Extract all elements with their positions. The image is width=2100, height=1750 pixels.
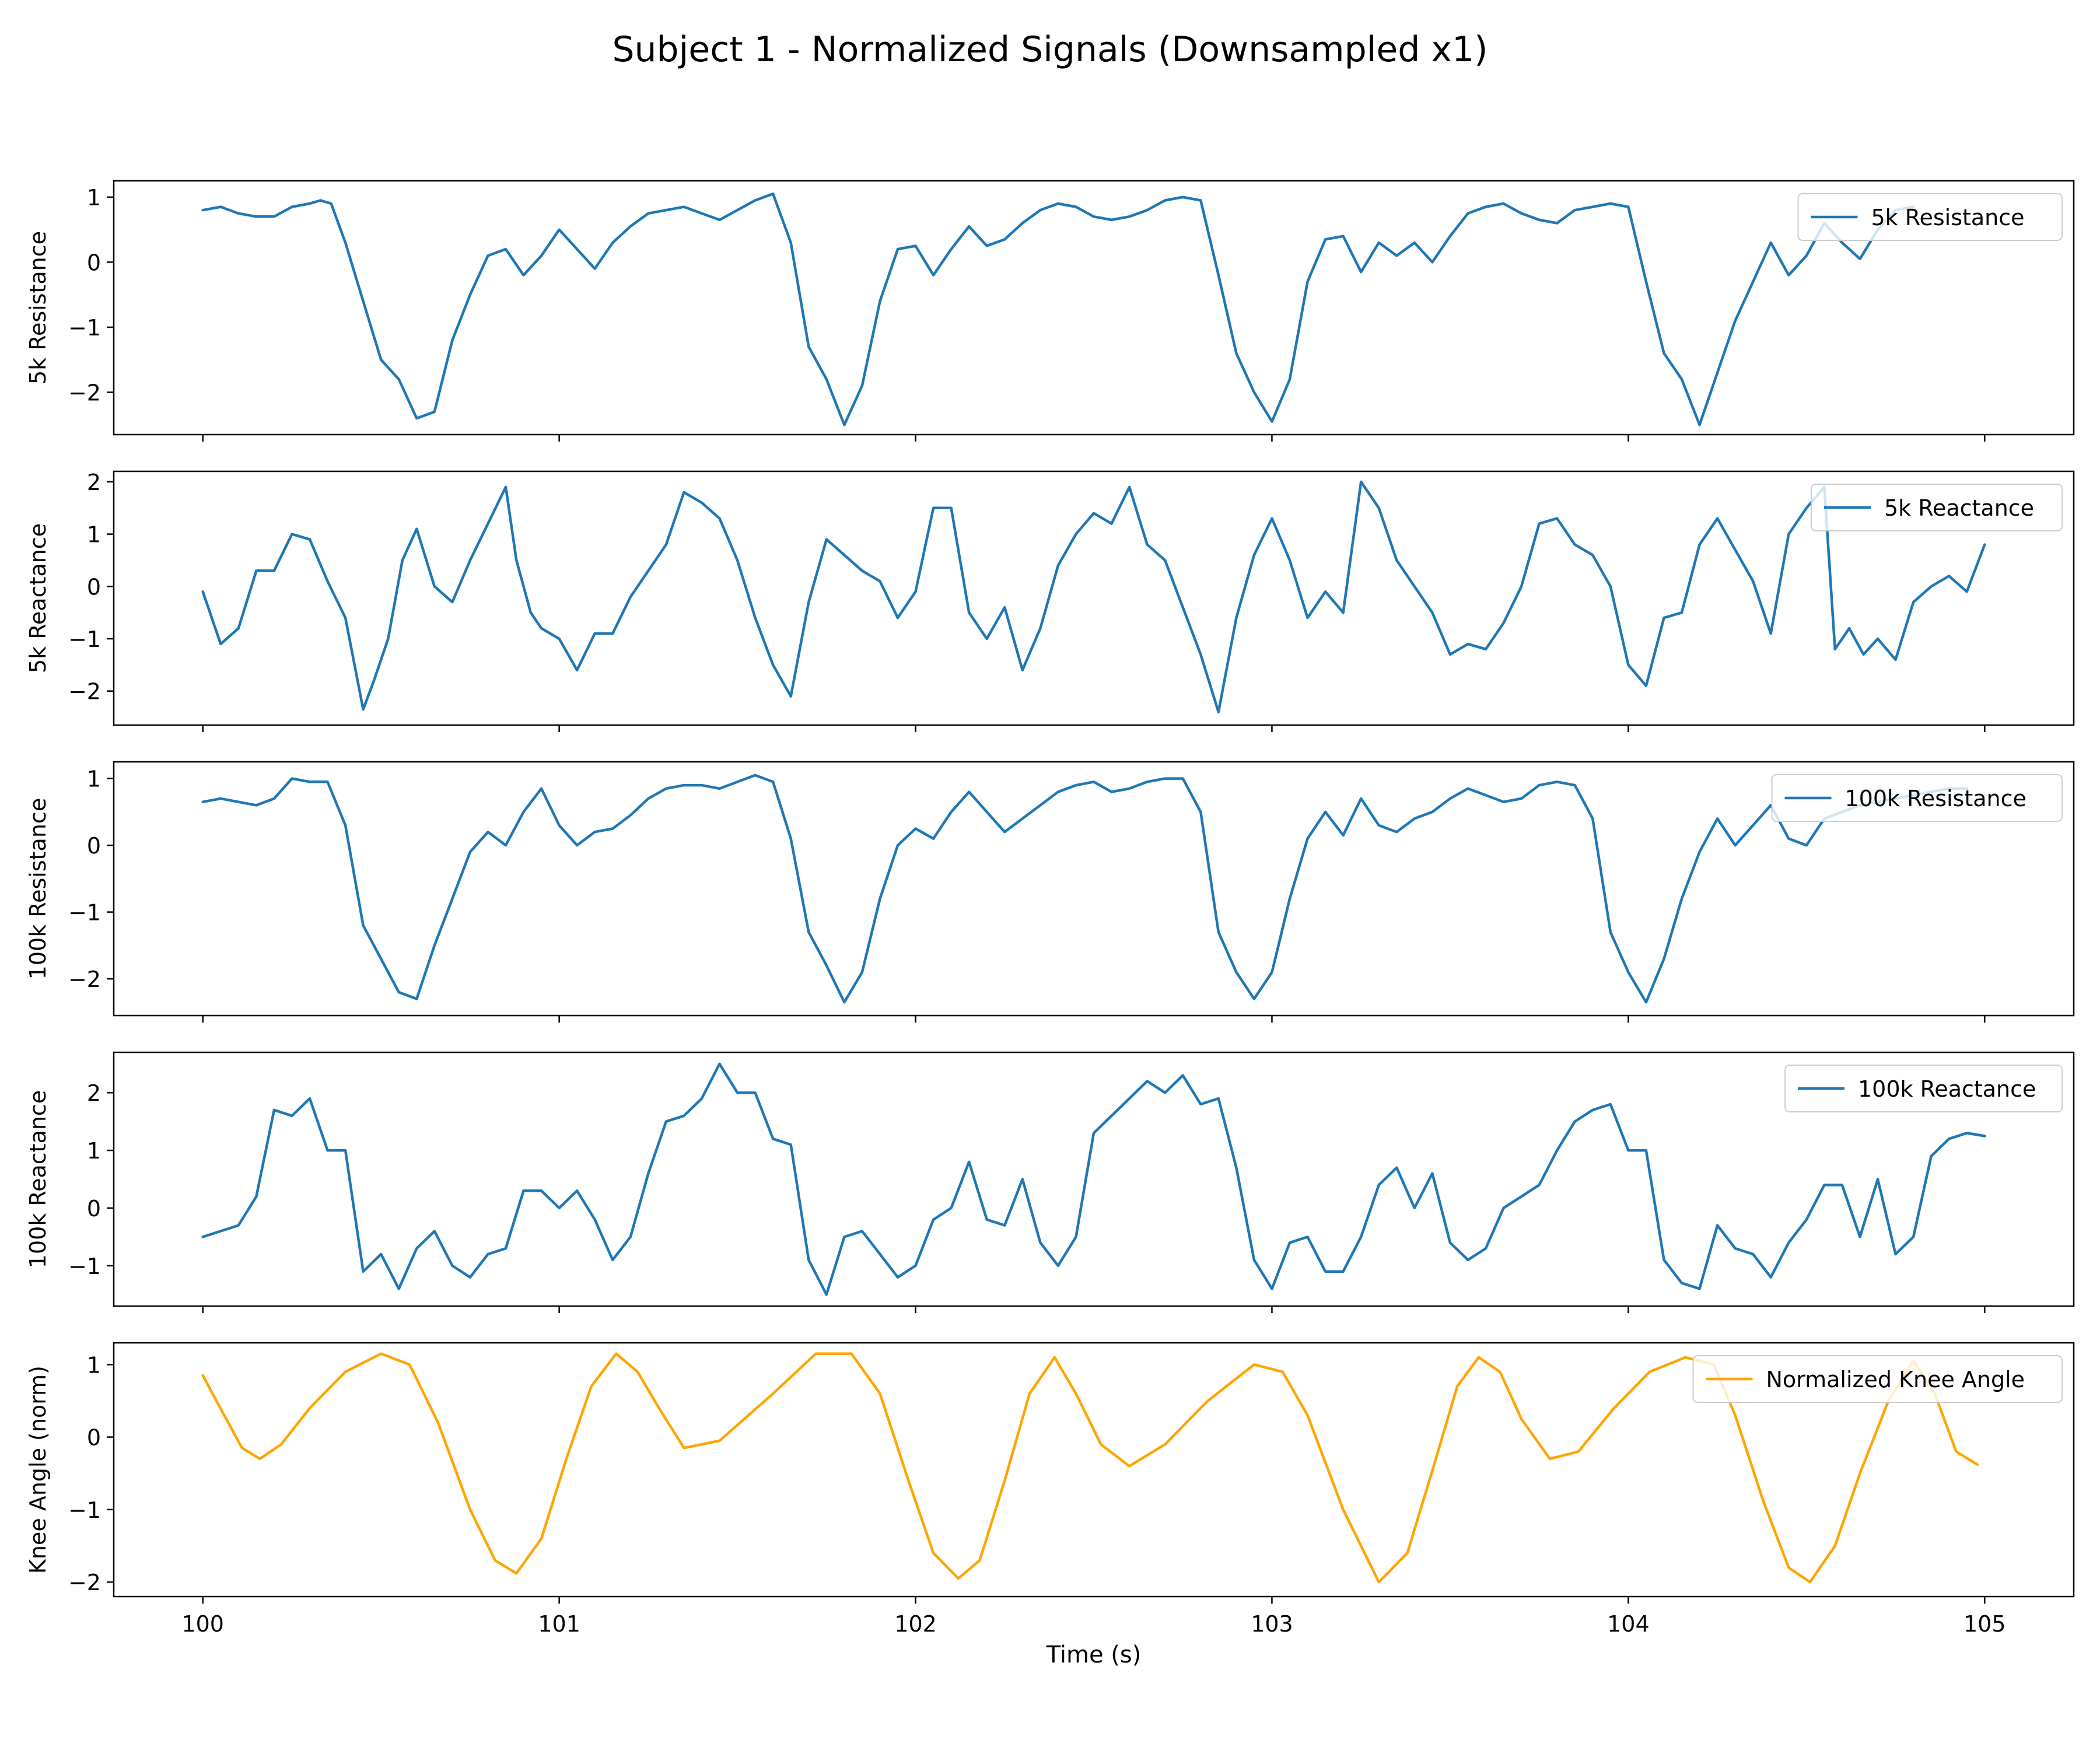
chart-title: Subject 1 - Normalized Signals (Downsamp… [612,29,1488,70]
y-tick-label: 1 [87,1138,101,1164]
y-tick-label: 1 [87,766,101,792]
legend-box [1797,193,2063,241]
legend-label: 100k Resistance [1845,786,2027,811]
y-axis-label-rea5k: 5k Reactance [25,523,51,673]
x-tick-label: 102 [894,1611,937,1637]
panel-rea100k: 2 1 0 −1 100k Reactance 100k Reactance [25,1051,2075,1313]
axes-frame [113,761,2075,1017]
panel-res100k: 1 0 −1 −2 100k Resistance 100k Resistance [25,761,2075,1023]
y-tick-label: 0 [87,1425,101,1451]
series-line-res100k [201,774,1968,1004]
y-tick-label: −1 [68,900,101,926]
y-tick-label: 1 [87,1352,101,1378]
legend-res5k: 5k Resistance [1797,193,2063,241]
panel-knee: 1 0 −1 −2 100 101 102 103 104 105 Knee Angle (norm… [25,1342,2075,1637]
y-tick-label: −2 [68,679,101,705]
axes-frame [113,180,2075,436]
y-tick-label: 2 [87,1080,101,1106]
legend-box [1811,484,2063,531]
y-tick-label: −2 [68,967,101,992]
series-line-rea5k [201,480,1986,713]
y-tick-label: 1 [87,522,101,548]
legend-rea100k: 100k Reactance [1784,1065,2063,1112]
y-tick-label: 1 [87,185,101,211]
legend-box [1784,1065,2063,1112]
y-axis-label-res100k: 100k Resistance [25,798,51,979]
x-tick-label: 104 [1607,1611,1650,1637]
legend-box [1771,774,2063,822]
panel-rea5k: 2 1 0 −1 −2 5k Reactance 5k Reactance [25,470,2075,732]
legend-knee: Normalized Knee Angle [1692,1355,2063,1403]
y-tick-label: −1 [68,1254,101,1279]
legend-box [1692,1355,2063,1403]
y-tick-label: 0 [87,250,101,275]
legend-label: Normalized Knee Angle [1766,1367,2025,1392]
x-tick-label: 100 [181,1611,224,1637]
axes-frame [113,1051,2075,1307]
series-line-rea100k [201,1062,1986,1296]
legend-label: 100k Reactance [1858,1076,2036,1102]
axes-frame [113,1342,2075,1598]
legend-rea5k: 5k Reactance [1811,484,2063,531]
y-tick-label: −1 [68,626,101,652]
x-tick-label: 101 [538,1611,580,1637]
legend-label: 5k Reactance [1884,495,2034,521]
y-axis-label-res5k: 5k Resistance [25,231,51,384]
y-tick-label: 0 [87,833,101,859]
y-tick-label: 0 [87,574,101,600]
panels: 1 0 −1 −2 5k Resistance 5k Resistance 2 1 0 −1 −2 5… [25,180,2075,1637]
y-tick-label: −1 [68,315,101,341]
legend-res100k: 100k Resistance [1771,774,2063,822]
legend-label: 5k Resistance [1871,205,2025,230]
panel-res5k: 1 0 −1 −2 5k Resistance 5k Resistance [25,180,2075,442]
series-line-res5k [201,192,1915,426]
y-tick-label: −2 [68,1570,101,1595]
axes-frame [113,470,2075,726]
y-axis-label-knee: Knee Angle (norm) [25,1366,51,1574]
x-tick-label: 103 [1251,1611,1293,1637]
y-tick-label: −2 [68,380,101,406]
x-axis-label: Time (s) [1046,1642,1142,1668]
y-tick-label: −1 [68,1497,101,1523]
y-tick-label: 2 [87,470,101,495]
y-tick-label: 0 [87,1196,101,1222]
y-axis-label-rea100k: 100k Reactance [25,1090,51,1268]
x-tick-label: 105 [1964,1611,2006,1637]
